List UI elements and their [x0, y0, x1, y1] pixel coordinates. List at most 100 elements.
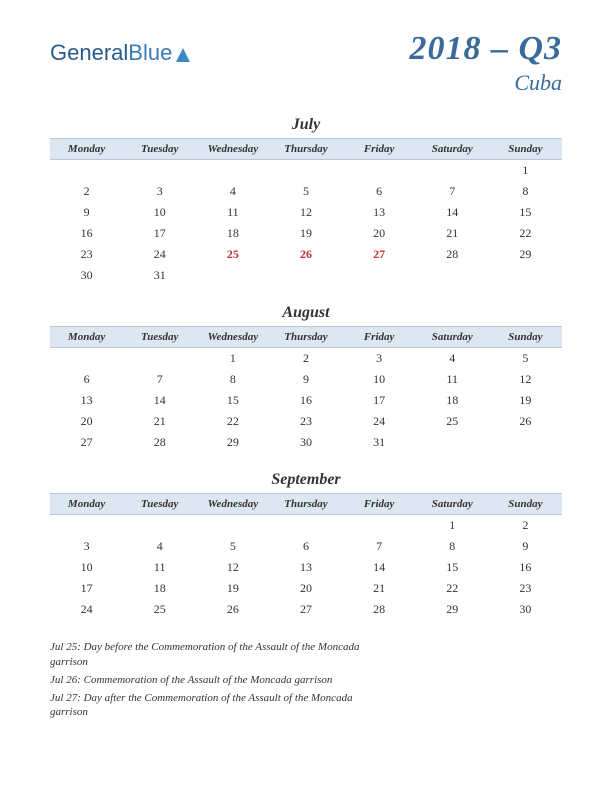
calendar-cell: 14: [123, 390, 196, 411]
title-sub: Cuba: [409, 70, 562, 96]
logo: GeneralBlue: [50, 40, 192, 66]
calendar-cell: 10: [50, 557, 123, 578]
calendar-cell: 1: [416, 515, 489, 537]
calendar-cell: 2: [50, 181, 123, 202]
calendar-cell: 19: [489, 390, 562, 411]
day-header: Thursday: [269, 327, 342, 348]
calendar-cell: [196, 265, 269, 286]
calendar-cell: 30: [269, 432, 342, 453]
logo-text-1: General: [50, 40, 128, 66]
calendar-cell: 25: [196, 244, 269, 265]
month-block: AugustMondayTuesdayWednesdayThursdayFrid…: [50, 304, 562, 453]
calendar-cell: 19: [269, 223, 342, 244]
calendar-cell: 3: [123, 181, 196, 202]
calendar-cell: 12: [196, 557, 269, 578]
calendar-cell: 6: [269, 536, 342, 557]
day-header: Sunday: [489, 327, 562, 348]
calendar-cell: 23: [50, 244, 123, 265]
calendar-cell: 3: [343, 348, 416, 370]
calendar-cell: 5: [269, 181, 342, 202]
calendar-cell: 27: [269, 599, 342, 620]
calendar-cell: 16: [50, 223, 123, 244]
calendar-cell: 2: [489, 515, 562, 537]
calendar-row: 10111213141516: [50, 557, 562, 578]
calendar-row: 17181920212223: [50, 578, 562, 599]
calendar-cell: 3: [50, 536, 123, 557]
calendar-row: 12345: [50, 348, 562, 370]
calendar-cell: 26: [196, 599, 269, 620]
calendar-cell: 23: [489, 578, 562, 599]
calendar-cell: 20: [343, 223, 416, 244]
calendar-cell: [489, 432, 562, 453]
day-header: Saturday: [416, 139, 489, 160]
calendar-cell: 28: [123, 432, 196, 453]
day-header: Wednesday: [196, 494, 269, 515]
calendar-cell: 20: [269, 578, 342, 599]
calendar-row: 16171819202122: [50, 223, 562, 244]
calendar-cell: 24: [123, 244, 196, 265]
calendar-cell: 10: [343, 369, 416, 390]
header: GeneralBlue 2018 – Q3 Cuba: [50, 30, 562, 96]
holiday-note-line: Jul 25: Day before the Commemoration of …: [50, 640, 370, 670]
day-header: Sunday: [489, 494, 562, 515]
calendar-row: 6789101112: [50, 369, 562, 390]
calendar-cell: 30: [50, 265, 123, 286]
calendar-cell: [123, 515, 196, 537]
calendar-cell: [343, 265, 416, 286]
title-main: 2018 – Q3: [409, 30, 562, 68]
calendar-cell: [343, 515, 416, 537]
day-header: Tuesday: [123, 494, 196, 515]
calendar-cell: 8: [489, 181, 562, 202]
day-header: Tuesday: [123, 327, 196, 348]
calendar-cell: 18: [123, 578, 196, 599]
calendar-cell: 13: [50, 390, 123, 411]
calendar-cell: 15: [416, 557, 489, 578]
day-header: Saturday: [416, 494, 489, 515]
holiday-note-line: Jul 26: Commemoration of the Assault of …: [50, 673, 370, 688]
calendar-cell: [489, 265, 562, 286]
calendar-cell: 14: [416, 202, 489, 223]
calendar-cell: 9: [50, 202, 123, 223]
month-block: JulyMondayTuesdayWednesdayThursdayFriday…: [50, 116, 562, 286]
calendar-cell: 27: [343, 244, 416, 265]
calendar-cell: 8: [416, 536, 489, 557]
months-container: JulyMondayTuesdayWednesdayThursdayFriday…: [50, 116, 562, 620]
calendar-cell: [196, 160, 269, 182]
calendar-cell: 7: [123, 369, 196, 390]
day-header: Sunday: [489, 139, 562, 160]
month-name: September: [50, 471, 562, 489]
calendar-cell: 1: [489, 160, 562, 182]
calendar-row: 23242526272829: [50, 244, 562, 265]
month-name: July: [50, 116, 562, 134]
calendar-cell: 17: [123, 223, 196, 244]
calendar-cell: 10: [123, 202, 196, 223]
calendar-cell: 25: [416, 411, 489, 432]
calendar-row: 3031: [50, 265, 562, 286]
calendar-cell: 15: [489, 202, 562, 223]
day-header: Monday: [50, 494, 123, 515]
calendar-row: 2345678: [50, 181, 562, 202]
holiday-notes: Jul 25: Day before the Commemoration of …: [50, 640, 370, 720]
calendar-cell: 18: [416, 390, 489, 411]
calendar-cell: 9: [489, 536, 562, 557]
logo-triangle-icon: [174, 44, 192, 62]
calendar-cell: 25: [123, 599, 196, 620]
calendar-cell: [196, 515, 269, 537]
calendar-cell: 9: [269, 369, 342, 390]
day-header: Thursday: [269, 494, 342, 515]
calendar-cell: 16: [269, 390, 342, 411]
calendar-cell: 21: [416, 223, 489, 244]
day-header: Friday: [343, 494, 416, 515]
calendar-cell: 11: [123, 557, 196, 578]
calendar-cell: 24: [50, 599, 123, 620]
calendar-cell: 12: [489, 369, 562, 390]
calendar-row: 24252627282930: [50, 599, 562, 620]
calendar-cell: 14: [343, 557, 416, 578]
day-header: Thursday: [269, 139, 342, 160]
holiday-note-line: Jul 27: Day after the Commemoration of t…: [50, 691, 370, 721]
calendar-row: 3456789: [50, 536, 562, 557]
calendar-cell: 6: [343, 181, 416, 202]
calendar-cell: 7: [416, 181, 489, 202]
month-name: August: [50, 304, 562, 322]
calendar-cell: [269, 160, 342, 182]
